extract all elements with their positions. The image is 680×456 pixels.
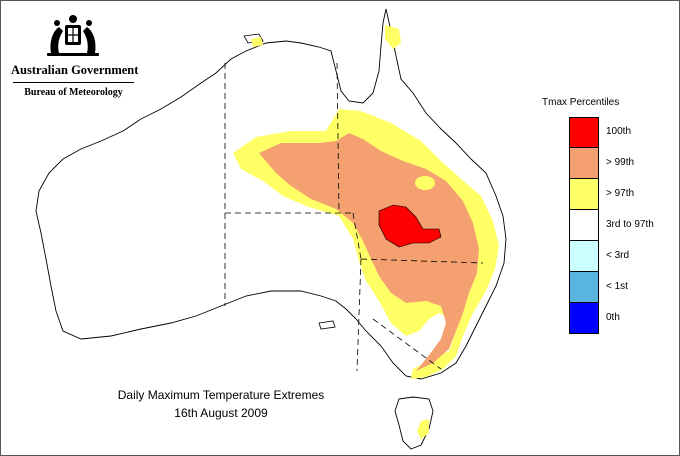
government-name: Australian Government <box>11 63 139 77</box>
legend-item: > 99th <box>569 148 679 179</box>
island-kangaroo <box>318 320 336 330</box>
anomaly-97th-capeyork <box>385 25 401 49</box>
legend-label: 3rd to 97th <box>606 219 654 230</box>
legend-item: 0th <box>569 303 679 334</box>
logo-divider <box>13 82 134 83</box>
legend-title: Tmax Percentiles <box>542 97 620 108</box>
anomaly-97th-enclave <box>415 176 435 190</box>
government-logo: Australian Government Bureau of Meteorol… <box>11 13 139 98</box>
legend-swatch <box>569 210 599 241</box>
legend-swatch <box>569 117 599 148</box>
map-title: Daily Maximum Temperature Extremes <box>117 388 325 402</box>
state-borders <box>224 62 484 372</box>
legend-label: > 99th <box>606 157 635 168</box>
legend-swatch <box>569 241 599 272</box>
legend-label: > 97th <box>606 188 635 199</box>
bureau-name: Bureau of Meteorology <box>24 87 123 98</box>
coat-of-arms-icon <box>47 15 99 56</box>
legend-item: 3rd to 97th <box>569 210 679 241</box>
legend: 100th > 99th > 97th 3rd to 97th < 3rd < 1st 0t… <box>569 117 679 334</box>
legend-swatch <box>569 148 599 179</box>
legend-item: 100th <box>569 117 679 148</box>
legend-swatch <box>569 272 599 303</box>
legend-swatch <box>569 303 599 334</box>
legend-label: 0th <box>606 312 620 323</box>
map-date: 16th August 2009 <box>174 406 268 420</box>
legend-item: > 97th <box>569 179 679 210</box>
legend-item: < 3rd <box>569 241 679 272</box>
legend-swatch <box>569 179 599 210</box>
legend-item: < 1st <box>569 272 679 303</box>
anomaly-97th-topend <box>251 37 263 47</box>
anomaly-99th-region <box>259 133 479 371</box>
legend-label: < 3rd <box>606 250 630 261</box>
legend-label: 100th <box>606 126 632 137</box>
legend-label: < 1st <box>606 281 628 292</box>
anomaly-100th-region <box>378 204 442 248</box>
anomaly-97th-tasmania <box>417 419 429 439</box>
